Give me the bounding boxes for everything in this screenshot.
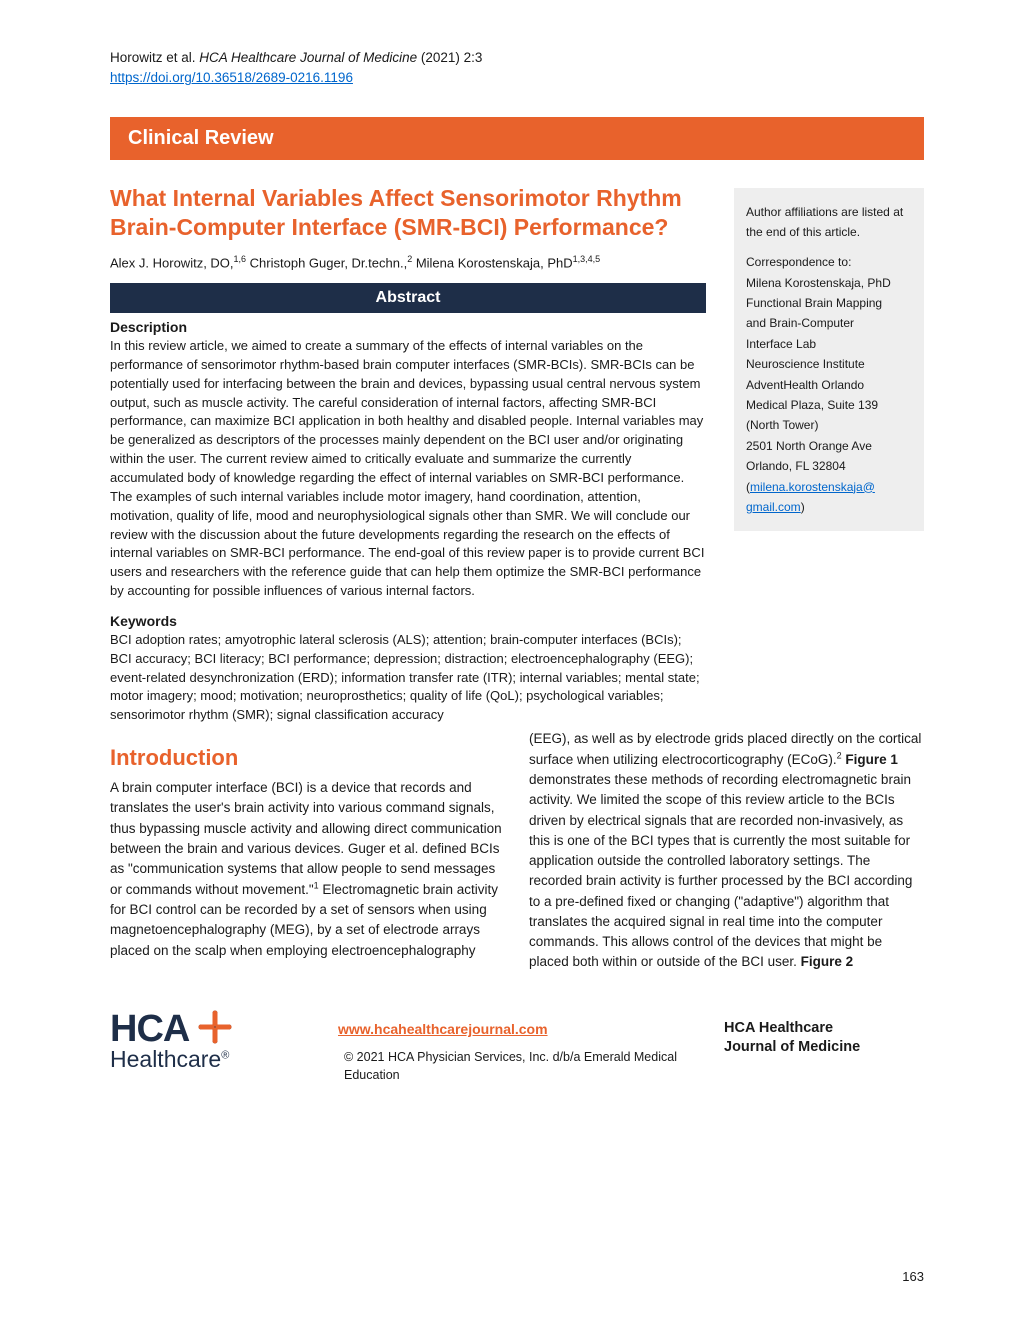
- corr-line: Medical Plaza, Suite 139: [746, 398, 878, 412]
- keywords-text: BCI adoption rates; amyotrophic lateral …: [110, 631, 706, 725]
- correspondence-block: Correspondence to: Milena Korostenskaja,…: [746, 252, 912, 517]
- corr-name: Milena Korostenskaja, PhD: [746, 276, 891, 290]
- corr-line: Neuroscience Institute: [746, 357, 865, 371]
- affil-note: Author affiliations are listed at the en…: [746, 202, 912, 243]
- page-footer: HCA Healthcare®: [110, 1001, 924, 1086]
- keywords-heading: Keywords: [110, 613, 706, 629]
- corr-email-link[interactable]: milena.korostenskaja@gmail.com: [746, 480, 875, 514]
- running-head: Horowitz et al. HCA Healthcare Journal o…: [110, 48, 924, 89]
- intro-col2-text: cortical surface when utilizing electroc…: [529, 731, 921, 969]
- copyright-text: © 2021 HCA Physician Services, Inc. d/b/…: [338, 1048, 696, 1086]
- registered-icon: ®: [221, 1049, 229, 1061]
- sidebar-affiliations: Author affiliations are listed at the en…: [734, 188, 924, 532]
- abstract-heading: Abstract: [110, 283, 706, 313]
- logo-main-text: HCA: [110, 1010, 189, 1048]
- logo-sub-text: Healthcare: [110, 1046, 221, 1072]
- citation-journal: HCA Healthcare Journal of Medicine: [199, 50, 417, 65]
- corr-line: Functional Brain Mapping: [746, 296, 882, 310]
- hca-logo: HCA Healthcare®: [110, 1009, 310, 1071]
- authors-line: Alex J. Horowitz, DO,1,6 Christoph Guger…: [110, 253, 706, 273]
- journal-url-link[interactable]: www.hcahealthcarejournal.com: [338, 1021, 548, 1037]
- corr-line: Orlando, FL 32804: [746, 459, 846, 473]
- corr-line: AdventHealth Orlando: [746, 378, 864, 392]
- body-text-columns: Introduction A brain computer interface …: [110, 729, 924, 973]
- description-heading: Description: [110, 319, 706, 335]
- citation-prefix: Horowitz et al.: [110, 50, 199, 65]
- corr-line: (North Tower): [746, 418, 818, 432]
- intro-heading: Introduction: [110, 741, 505, 774]
- corr-label: Correspondence to:: [746, 255, 851, 269]
- journal-name: HCA Healthcare Journal of Medicine: [724, 1009, 924, 1058]
- page-number: 163: [902, 1269, 924, 1284]
- logo-plus-icon: [195, 1009, 235, 1050]
- section-banner: Clinical Review: [110, 117, 924, 160]
- citation-suffix: (2021) 2:3: [417, 50, 482, 65]
- corr-line: and Brain-Computer: [746, 316, 854, 330]
- corr-line: Interface Lab: [746, 337, 816, 351]
- description-text: In this review article, we aimed to crea…: [110, 337, 706, 601]
- doi-link[interactable]: https://doi.org/10.36518/2689-0216.1196: [110, 70, 353, 85]
- corr-line: 2501 North Orange Ave: [746, 439, 872, 453]
- article-title: What Internal Variables Affect Sensorimo…: [110, 184, 706, 244]
